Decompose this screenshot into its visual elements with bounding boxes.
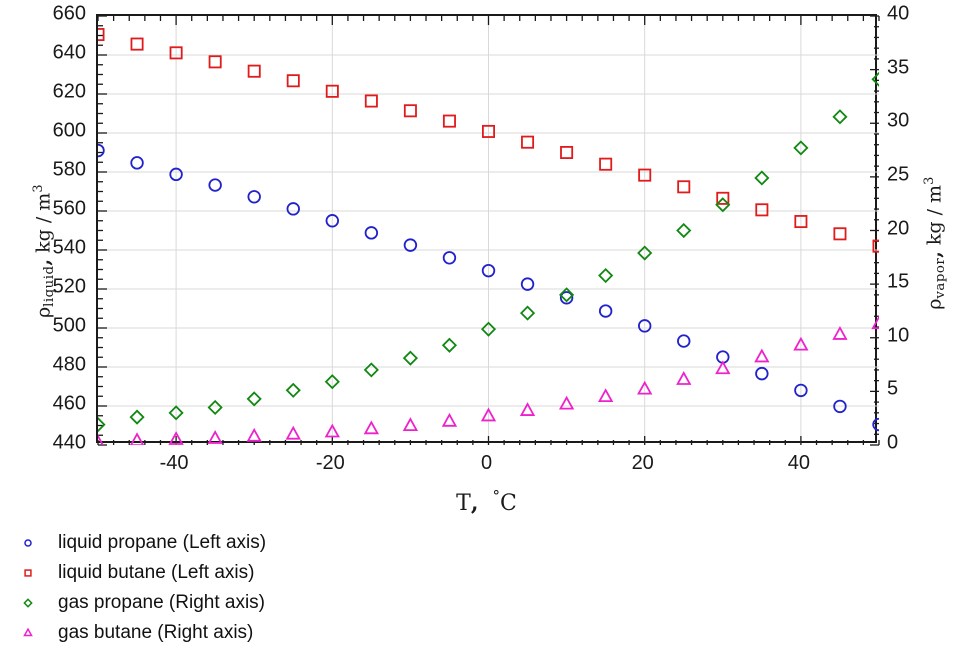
left-axis-subscript: liquid [42, 265, 58, 307]
left-axis-tick-label: 660 [52, 2, 86, 25]
x-axis-unit: C [500, 490, 517, 516]
legend-item-label: gas butane (Right axis) [58, 622, 254, 643]
x-axis-comma: , [470, 489, 479, 516]
left-axis-title: ρliquid, kg / m3 [31, 161, 57, 341]
left-axis-tick-label: 540 [52, 236, 86, 259]
legend-item-label: liquid propane (Left axis) [58, 532, 267, 553]
right-axis-title: ρvapor, kg / m3 [922, 153, 948, 333]
right-axis-tick-label: 10 [887, 324, 910, 347]
left-axis-tick-label: 480 [52, 353, 86, 376]
right-axis-tick-label: 15 [887, 270, 910, 293]
square-marker-icon [14, 563, 42, 583]
x-axis-tick-label: -40 [159, 452, 189, 474]
legend: liquid propane (Left axis) liquid butane … [14, 528, 434, 648]
right-axis-subscript: vapor [933, 257, 949, 299]
plot-area [96, 14, 880, 446]
left-axis-exponent: 3 [30, 184, 46, 193]
right-axis-rho-symbol: ρ [923, 298, 946, 310]
legend-item-label: gas propane (Right axis) [58, 592, 265, 613]
legend-item[interactable]: gas propane (Right axis) [14, 588, 434, 618]
left-axis-rho-symbol: ρ [32, 306, 55, 319]
right-axis-tick-label: 5 [887, 377, 899, 400]
x-axis-tick-label: -20 [315, 452, 345, 474]
right-axis-tick-labels: 0 5 10 15 20 25 30 35 40 [887, 3, 933, 454]
axis-ticks [97, 15, 880, 446]
x-axis-title: T, °C [96, 487, 877, 516]
right-axis-comma: , [923, 251, 946, 258]
x-axis-tick-label: 40 [787, 452, 811, 474]
left-axis-comma: , [32, 258, 55, 266]
left-axis-tick-label: 600 [52, 119, 86, 142]
right-axis-tick-label: 35 [887, 56, 910, 79]
right-axis-tick-label: 30 [887, 109, 910, 132]
x-axis-tick-labels: -40 -20 0 20 40 [96, 452, 877, 480]
right-axis-unit: kg / m [923, 184, 946, 246]
right-axis-tick-label: 20 [887, 217, 910, 239]
left-axis-tick-label: 520 [52, 275, 86, 298]
left-axis-tick-label: 460 [52, 392, 86, 415]
x-axis-tick-label: 0 [480, 452, 493, 474]
left-axis-unit: kg / m [32, 192, 55, 253]
right-axis-tick-label: 25 [887, 163, 910, 186]
left-axis-tick-labels: 440 460 480 500 520 540 560 580 600 620 640 660 [30, 3, 86, 454]
right-axis-tick-label: 40 [887, 2, 910, 25]
x-axis-tick-label: 20 [631, 452, 654, 474]
x-axis-symbol: T [456, 490, 471, 516]
gridlines [98, 16, 879, 445]
legend-item[interactable]: gas butane (Right axis) [14, 618, 434, 648]
left-axis-tick-label: 640 [52, 41, 86, 64]
left-axis-tick-label: 560 [52, 197, 86, 220]
triangle-marker-icon [14, 623, 42, 643]
right-axis-tick-label: 0 [887, 431, 899, 454]
data-markers [98, 28, 879, 445]
legend-item-label: liquid butane (Left axis) [58, 562, 255, 583]
diamond-marker-icon [14, 593, 42, 613]
left-axis-tick-label: 440 [52, 431, 86, 454]
right-axis-exponent: 3 [921, 176, 937, 185]
left-axis-tick-label: 580 [52, 158, 86, 181]
left-axis-tick-label: 620 [52, 80, 86, 103]
left-axis-tick-label: 500 [52, 314, 86, 337]
circle-marker-icon [14, 533, 42, 553]
degree-icon: ° [492, 487, 500, 505]
legend-item[interactable]: liquid propane (Left axis) [14, 528, 434, 558]
legend-item[interactable]: liquid butane (Left axis) [14, 558, 434, 588]
